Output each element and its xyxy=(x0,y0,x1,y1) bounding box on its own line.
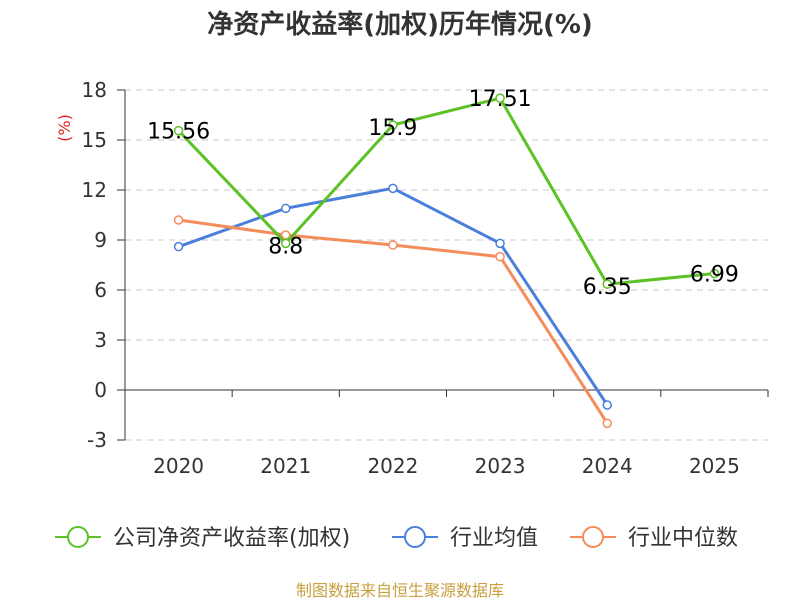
y-tick-label: 6 xyxy=(94,278,107,302)
data-point xyxy=(388,183,398,194)
series-line-1 xyxy=(178,186,609,406)
y-tick-label: 15 xyxy=(82,128,107,152)
data-point xyxy=(173,125,184,136)
x-tick-label: 2021 xyxy=(260,454,311,478)
data-point xyxy=(388,120,398,130)
data-point xyxy=(602,279,612,289)
y-tick-label: 18 xyxy=(82,78,107,102)
legend-marker xyxy=(404,526,426,548)
data-label: 8.8 xyxy=(268,234,303,259)
data-point xyxy=(281,238,291,249)
legend[interactable]: 公司净资产收益率(加权) 行业均值 行业中位数 xyxy=(55,526,738,551)
x-tick-label: 2022 xyxy=(367,454,418,478)
x-tick-label: 2024 xyxy=(582,454,633,478)
x-tick-label: 2020 xyxy=(153,454,204,478)
data-point xyxy=(495,93,505,103)
legend-marker xyxy=(67,526,89,548)
legend-label: 公司净资产收益率(加权) xyxy=(113,526,350,551)
grid-lines xyxy=(125,89,768,441)
legend-label: 行业均值 xyxy=(450,526,538,551)
data-label: 6.99 xyxy=(690,263,739,288)
legend-item-2[interactable]: 行业中位数 xyxy=(570,526,738,551)
y-tick-label: 0 xyxy=(94,378,107,402)
legend-item-1[interactable]: 行业均值 xyxy=(392,526,538,551)
data-label: 15.56 xyxy=(147,120,210,145)
series-group xyxy=(173,93,720,429)
data-labels: 15.56 8.8 15.9 17.51 6.35 6.99 xyxy=(147,87,739,300)
series-line-0 xyxy=(177,96,715,286)
x-tick-label: 2025 xyxy=(689,454,740,478)
series-line-2 xyxy=(178,218,609,425)
data-point xyxy=(602,418,612,429)
data-point xyxy=(602,400,612,410)
data-point xyxy=(495,251,505,262)
data-label: 6.35 xyxy=(583,275,632,300)
data-point xyxy=(388,240,398,250)
y-tick-label: -3 xyxy=(87,428,107,452)
source-note: 制图数据来自恒生聚源数据库 xyxy=(296,581,504,600)
legend-item-0[interactable]: 公司净资产收益率(加权) xyxy=(55,526,350,551)
data-point xyxy=(281,203,291,214)
data-point xyxy=(173,241,184,252)
y-tick-label: 3 xyxy=(94,328,107,352)
chart-title: 净资产收益率(加权)历年情况(%) xyxy=(207,9,593,40)
legend-label: 行业中位数 xyxy=(628,526,738,551)
y-tick-label: 12 xyxy=(82,178,107,202)
y-axis-label: (%) xyxy=(55,114,74,142)
data-point xyxy=(495,238,505,249)
x-tick-label: 2023 xyxy=(475,454,526,478)
data-point xyxy=(173,215,184,225)
y-tick-label: 9 xyxy=(94,228,107,252)
data-label: 17.51 xyxy=(469,87,532,112)
data-label: 15.9 xyxy=(368,116,417,141)
data-point xyxy=(709,268,720,279)
axes: 18 15 12 9 6 3 0 -3 2020 2021 2022 2023 2024 2025 xyxy=(82,78,769,478)
legend-marker xyxy=(582,526,604,548)
